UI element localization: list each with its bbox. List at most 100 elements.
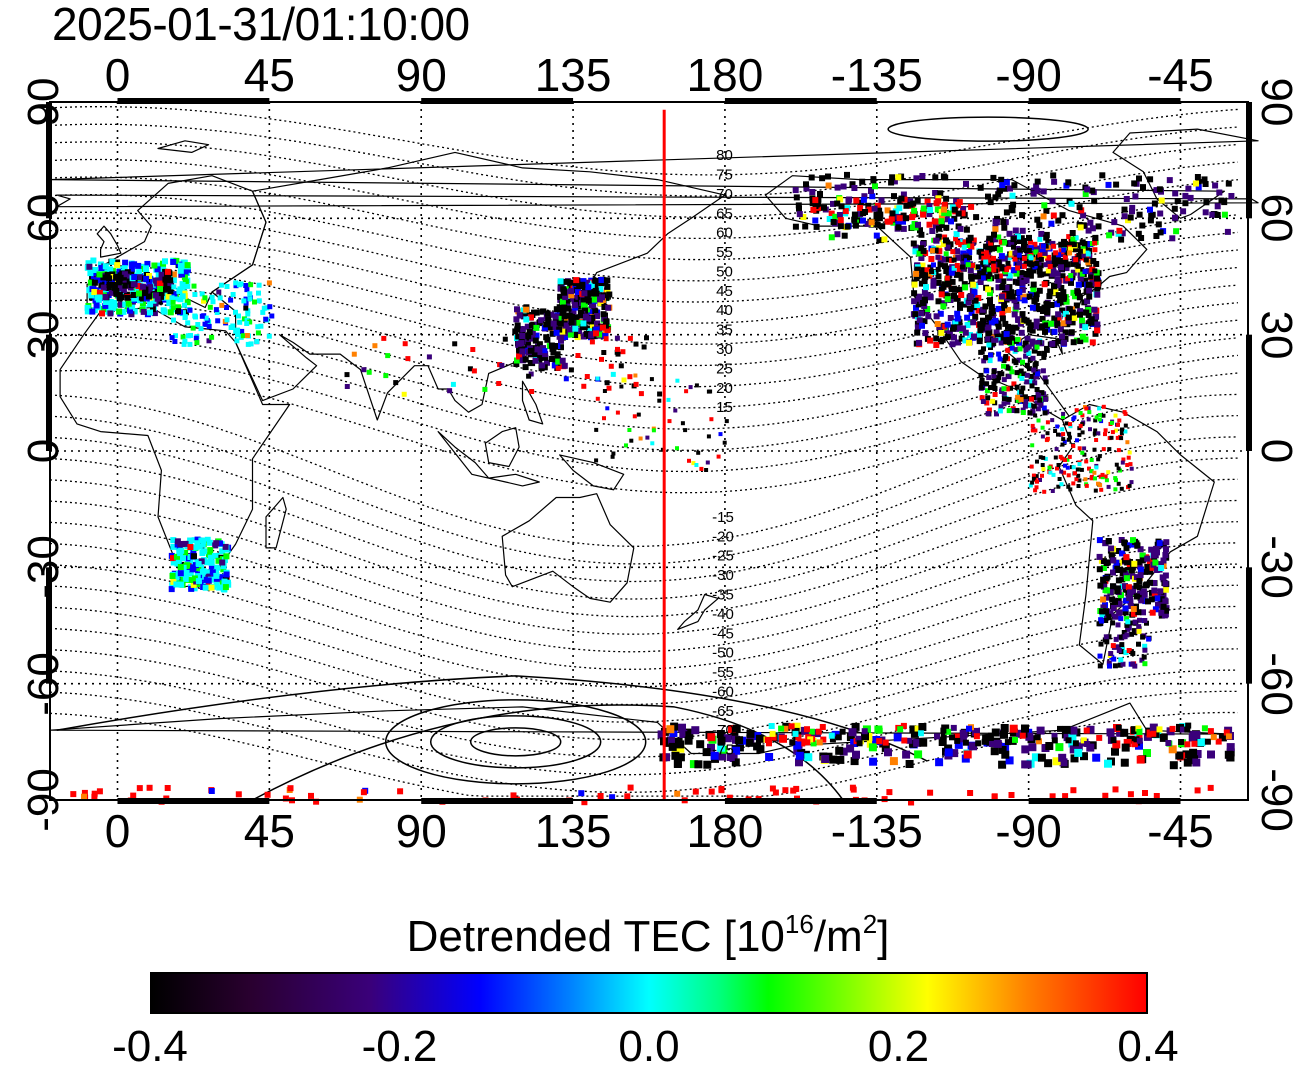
tec-point [1023, 277, 1030, 284]
tec-point [208, 584, 215, 591]
tec-point [240, 333, 246, 339]
tec-point [602, 333, 609, 339]
tec-point [173, 581, 180, 588]
tec-point [581, 383, 587, 389]
tec-point [1097, 663, 1103, 669]
contour-label: -60 [712, 683, 734, 700]
frame-bar [46, 567, 52, 684]
tec-point [1029, 340, 1036, 347]
tec-point [1165, 740, 1172, 746]
tec-point [1038, 478, 1042, 482]
tec-point [254, 339, 260, 344]
colorbar-tick-label: 0.4 [1117, 1022, 1179, 1071]
tec-point [100, 274, 107, 281]
tec-point [966, 725, 972, 732]
tec-point [676, 744, 685, 753]
tec-point [968, 277, 975, 284]
tec-point [601, 350, 607, 355]
tec-point [531, 345, 537, 352]
tec-point [522, 356, 529, 363]
tec-point [1055, 292, 1062, 299]
tec-point [1028, 743, 1037, 752]
tec-point [1075, 263, 1081, 269]
magnetic-contour [49, 414, 1238, 565]
tec-point [255, 324, 261, 330]
tec-point [1051, 472, 1056, 477]
tec-point [945, 256, 952, 263]
tec-point [920, 300, 926, 306]
tec-point [955, 339, 961, 346]
frame-bar [421, 798, 574, 804]
tec-point [1060, 320, 1067, 327]
tec-point [1116, 728, 1125, 737]
tec-point [995, 259, 1002, 266]
tec-point [170, 271, 177, 278]
tec-point [205, 573, 212, 580]
tec-point [170, 555, 176, 562]
tec-point [1030, 256, 1037, 263]
tec-point [1050, 212, 1057, 219]
tec-point [588, 302, 595, 309]
tec-point [1153, 187, 1160, 194]
tec-point [945, 281, 952, 288]
tec-point [573, 277, 580, 284]
tec-point [1054, 260, 1061, 266]
tec-point [102, 293, 109, 300]
tec-point [949, 341, 956, 348]
tec-point [1038, 401, 1044, 407]
tec-point [1005, 323, 1011, 330]
tec-point [1030, 338, 1036, 344]
tec-point [550, 349, 557, 356]
tec-point [1184, 726, 1191, 733]
tec-point [1024, 379, 1030, 385]
tec-point [228, 297, 234, 303]
tec-point [934, 733, 940, 740]
tec-point [561, 289, 567, 296]
tec-point [1166, 177, 1173, 184]
tec-point [1060, 273, 1066, 279]
contour-label: -50 [712, 645, 734, 662]
tec-point [1118, 592, 1124, 599]
tec-point [179, 271, 185, 278]
tec-point [1091, 306, 1098, 313]
tec-point [247, 319, 253, 325]
tec-point [1035, 406, 1041, 412]
tec-point [1009, 192, 1016, 199]
tec-point [147, 309, 153, 316]
tec-point [215, 557, 222, 564]
tec-point [1080, 413, 1085, 418]
tec-point [1050, 261, 1057, 268]
tec-point [1130, 726, 1139, 735]
tec-point [792, 187, 799, 194]
tec-point [233, 283, 239, 289]
coastline-asia [211, 151, 726, 421]
tec-point [1112, 598, 1118, 605]
tec-point [1096, 734, 1103, 741]
tec-point [1034, 178, 1041, 185]
tec-point [915, 221, 921, 228]
tec-point [1140, 184, 1146, 191]
tec-point [1019, 376, 1025, 381]
tec-point [912, 244, 919, 251]
magnetic-contour [49, 542, 1238, 670]
tec-point [1027, 326, 1034, 333]
tec-point [157, 286, 163, 292]
tec-point [1115, 567, 1122, 573]
tec-point [308, 792, 314, 799]
tec-point [717, 743, 726, 752]
tec-point [91, 279, 98, 286]
tec-point [172, 296, 178, 302]
tec-point [1194, 174, 1201, 180]
tec-point [366, 369, 372, 375]
tec-point [513, 361, 520, 367]
tec-point [933, 200, 940, 207]
tec-point [130, 292, 137, 298]
tec-point [810, 740, 817, 747]
tec-point [89, 308, 96, 315]
tec-point [1137, 572, 1144, 579]
tec-point [1024, 250, 1031, 257]
tec-point [1049, 340, 1056, 347]
tec-point [990, 174, 997, 181]
tec-point [1019, 286, 1026, 293]
tec-point [199, 568, 206, 575]
